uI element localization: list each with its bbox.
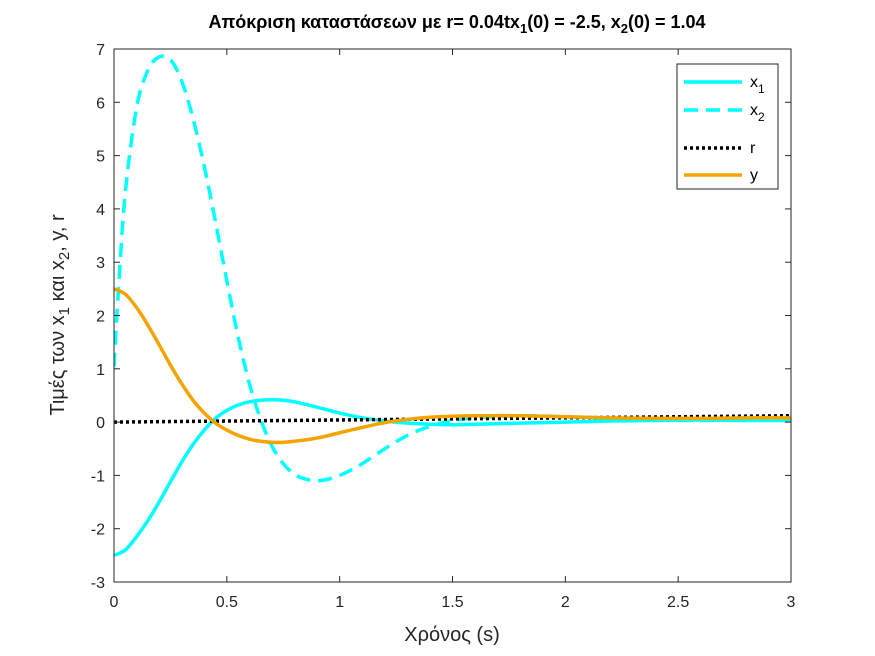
x-tick-label: 2 — [561, 594, 570, 611]
y-tick-label: 2 — [96, 309, 105, 326]
x-tick-label: 1 — [335, 594, 344, 611]
y-tick-label: 5 — [96, 149, 105, 166]
series-line-x2 — [114, 54, 791, 483]
y-tick-label: 6 — [96, 95, 105, 112]
x-tick-label: 0 — [110, 594, 119, 611]
legend-items: x1 x2 ry — [684, 74, 765, 184]
y-axis-label: Τιμές των x1 και x2, y, r — [47, 214, 73, 416]
chart-title: Απόκριση καταστάσεων με r= 0.04tx1(0) = … — [208, 12, 705, 36]
y-tick-label: 3 — [96, 255, 105, 272]
y-tick-label: 0 — [96, 415, 105, 432]
y-tick-label: -2 — [91, 522, 105, 539]
legend-label-r: r — [750, 140, 756, 157]
legend-box — [676, 63, 779, 190]
y-tick-label: -3 — [91, 575, 105, 592]
x-tick-label: 3 — [787, 594, 796, 611]
y-tick-label: -1 — [91, 468, 105, 485]
y-axis: -3 -2 -1 0 1 2 3 4 5 6 7 — [91, 42, 791, 592]
legend: x1 x2 ry — [676, 63, 779, 190]
x-tick-label: 0.5 — [216, 594, 238, 611]
legend-label-x2: x2 — [750, 102, 765, 124]
x-tick-label: 2.5 — [667, 594, 689, 611]
y-tick-label: 1 — [96, 362, 105, 379]
y-tick-label: 4 — [96, 202, 105, 219]
legend-label-y: y — [750, 167, 758, 184]
y-tick-label: 7 — [96, 42, 105, 59]
series-line-x1 — [114, 397, 791, 557]
legend-label-x1: x1 — [750, 74, 765, 96]
series-layer — [114, 54, 791, 557]
series-line-y — [114, 287, 791, 445]
x-tick-label: 1.5 — [441, 594, 463, 611]
x-axis-label: Χρόνος (s) — [404, 624, 499, 646]
x-axis: 0 0.5 1 1.5 2 2.5 3 — [110, 49, 796, 611]
